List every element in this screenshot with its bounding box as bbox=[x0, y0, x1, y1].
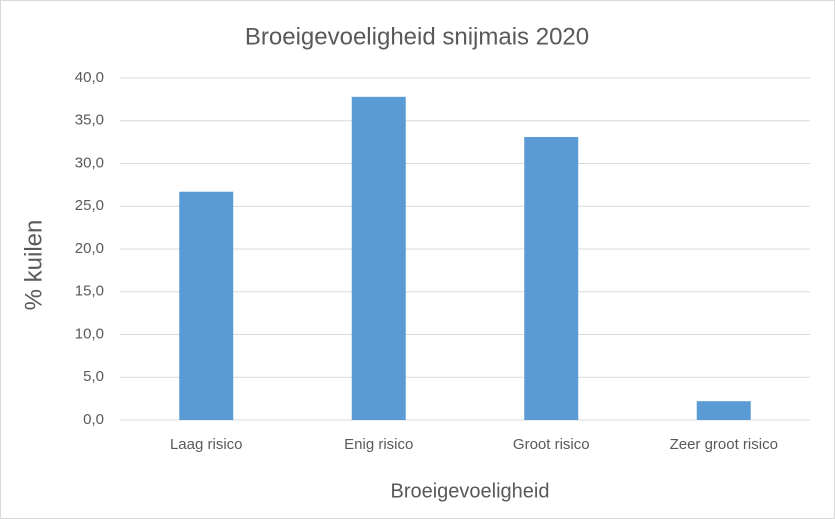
y-tick-label: 15,0 bbox=[75, 283, 104, 300]
y-tick-label: 25,0 bbox=[75, 197, 104, 214]
x-tick-label: Enig risico bbox=[344, 436, 413, 453]
bar bbox=[351, 96, 406, 420]
bar bbox=[524, 136, 579, 420]
y-tick-label: 35,0 bbox=[75, 112, 104, 129]
y-tick-label: 40,0 bbox=[75, 69, 104, 86]
y-tick-label: 10,0 bbox=[75, 325, 104, 342]
y-tick-label: 20,0 bbox=[75, 240, 104, 257]
x-tick-label: Groot risico bbox=[513, 436, 590, 453]
y-tick-label: 0,0 bbox=[83, 411, 104, 428]
chart-title: Broeigevoeligheid snijmais 2020 bbox=[245, 23, 589, 50]
y-tick-label: 5,0 bbox=[83, 368, 104, 385]
bar bbox=[179, 191, 234, 420]
x-tick-label: Laag risico bbox=[170, 436, 243, 453]
bar bbox=[696, 401, 751, 420]
y-tick-label: 30,0 bbox=[75, 154, 104, 171]
y-axis-label: % kuilen bbox=[20, 220, 47, 311]
x-axis-label: Broeigevoeligheid bbox=[390, 480, 549, 502]
x-tick-label: Zeer groot risico bbox=[670, 436, 778, 453]
